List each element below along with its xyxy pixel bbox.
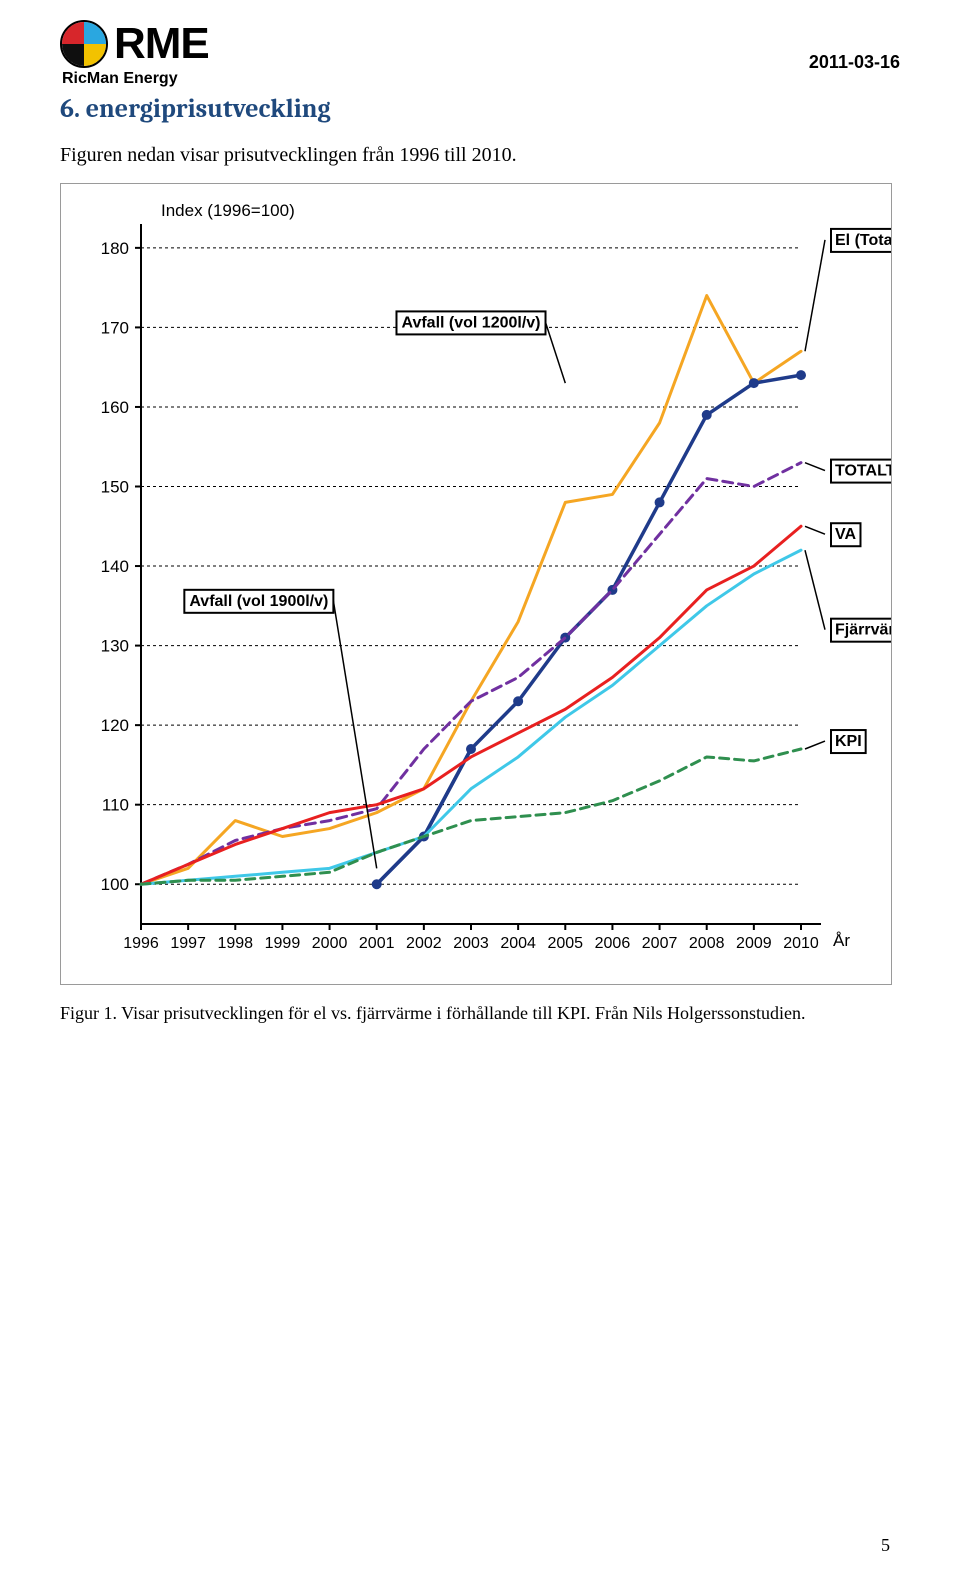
svg-text:2006: 2006: [595, 935, 631, 952]
logo-subtitle: RicMan Energy: [62, 70, 209, 88]
svg-text:170: 170: [101, 318, 129, 337]
svg-text:160: 160: [101, 398, 129, 417]
document-date: 2011-03-16: [809, 52, 900, 73]
figure-caption: Figur 1. Visar prisutvecklingen för el v…: [60, 1003, 900, 1024]
svg-text:2010: 2010: [783, 935, 819, 952]
svg-text:Avfall (vol 1200l/v): Avfall (vol 1200l/v): [401, 314, 540, 331]
svg-text:1998: 1998: [217, 935, 253, 952]
logo-quadrant-bl: [62, 44, 84, 66]
svg-text:100: 100: [101, 875, 129, 894]
svg-text:1996: 1996: [123, 935, 159, 952]
svg-text:180: 180: [101, 239, 129, 258]
svg-text:Index (1996=100): Index (1996=100): [161, 201, 295, 220]
logo-text: RME: [114, 22, 209, 66]
svg-text:2005: 2005: [547, 935, 583, 952]
svg-text:2009: 2009: [736, 935, 772, 952]
logo: RME RicMan Energy: [60, 20, 209, 88]
logo-quadrant-br: [84, 44, 106, 66]
svg-text:1997: 1997: [170, 935, 206, 952]
logo-quadrant-tl: [62, 22, 84, 44]
svg-text:VA: VA: [835, 526, 856, 543]
svg-text:2008: 2008: [689, 935, 725, 952]
svg-text:2002: 2002: [406, 935, 442, 952]
chart-canvas: 100 110 120 130 140 150 160 170 180 1996 1997 1998 1…: [61, 184, 891, 984]
svg-text:Fjärrvärme: Fjärrvärme: [835, 622, 891, 639]
svg-text:TOTALT: TOTALT: [835, 463, 891, 480]
svg-text:2007: 2007: [642, 935, 678, 952]
svg-text:År: År: [833, 931, 850, 950]
svg-text:1999: 1999: [265, 935, 301, 952]
section-intro: Figuren nedan visar prisutvecklingen frå…: [60, 144, 900, 167]
svg-text:140: 140: [101, 557, 129, 576]
svg-text:150: 150: [101, 478, 129, 497]
svg-text:130: 130: [101, 637, 129, 656]
section-heading: 6. energiprisutveckling: [60, 94, 900, 124]
page-header: RME RicMan Energy 2011-03-16: [60, 20, 900, 88]
svg-text:El (Total): El (Total): [835, 232, 891, 249]
page-number: 5: [881, 1535, 890, 1556]
svg-text:KPI: KPI: [835, 733, 862, 750]
svg-text:2003: 2003: [453, 935, 489, 952]
svg-text:2001: 2001: [359, 935, 395, 952]
svg-text:110: 110: [102, 796, 129, 815]
svg-text:2004: 2004: [500, 935, 536, 952]
svg-text:120: 120: [101, 716, 129, 735]
logo-icon: [60, 20, 108, 68]
svg-text:2000: 2000: [312, 935, 348, 952]
logo-quadrant-tr: [84, 22, 106, 44]
svg-text:Avfall (vol 1900l/v): Avfall (vol 1900l/v): [189, 593, 328, 610]
price-index-chart: 100 110 120 130 140 150 160 170 180 1996 1997 1998 1…: [60, 183, 892, 985]
